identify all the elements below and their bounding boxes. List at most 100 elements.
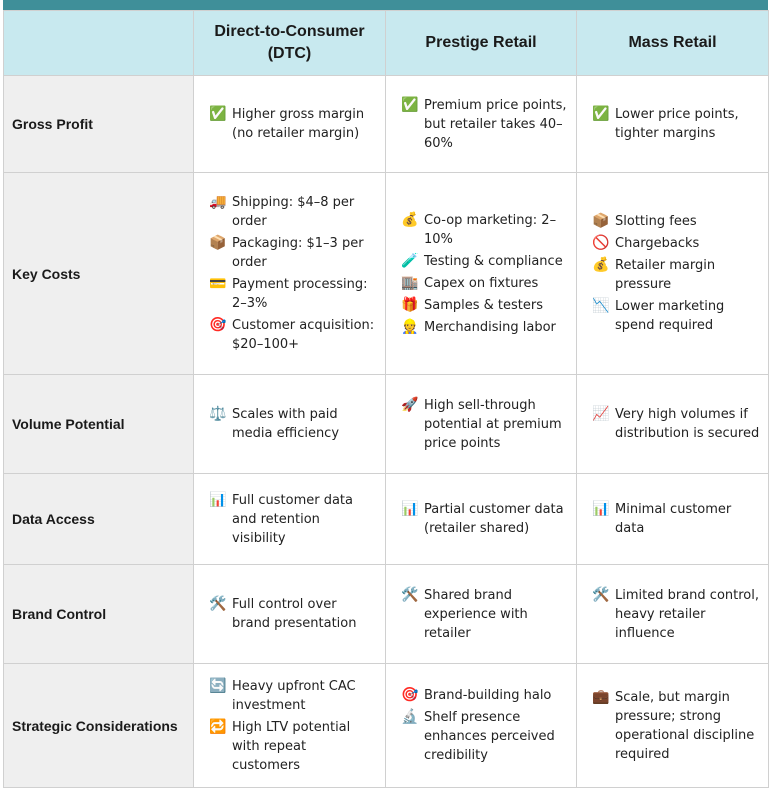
item-text: High sell-through potential at premium p… [424, 397, 562, 451]
item-text: Lower price points, tighter margins [615, 107, 739, 141]
list-item: 📊 Minimal customer data [591, 500, 760, 538]
repeat-icon: 🔁 [209, 718, 227, 735]
list-item: 💰 Retailer margin pressure [591, 256, 760, 294]
cell-item-list: 🔄 Heavy upfront CAC investment 🔁 High LTV p… [208, 677, 377, 775]
cell-item-list: ✅ Lower price points, tighter margins [591, 105, 760, 143]
cell-dtc: 🔄 Heavy upfront CAC investment 🔁 High LTV p… [193, 663, 386, 788]
item-text: Merchandising labor [424, 319, 556, 335]
cell-item-list: ✅ Higher gross margin (no retailer margin… [208, 105, 377, 143]
list-item: 🎁 Samples & testers [400, 296, 568, 315]
item-text: Testing & compliance [424, 253, 563, 269]
item-text: Minimal customer data [615, 502, 732, 536]
list-item: 🎯 Customer acquisition: $20–100+ [208, 316, 377, 354]
item-text: Heavy upfront CAC investment [232, 678, 356, 713]
table-row: Volume Potential ⚖️ Scales with paid media… [3, 374, 769, 474]
item-text: Capex on fixtures [424, 275, 539, 291]
rocket-icon: 🚀 [401, 396, 419, 413]
worker-icon: 👷 [401, 318, 419, 335]
chart-up-icon: 📈 [592, 406, 610, 422]
cell-dtc: 📊 Full customer data and retention visibi… [193, 473, 386, 565]
list-item: 🎯 Brand-building halo [400, 686, 568, 705]
list-item: 🛠️ Full control over brand presentation [208, 595, 377, 633]
briefcase-icon: 💼 [592, 688, 610, 705]
list-item: ⚖️ Scales with paid media efficiency [208, 405, 377, 443]
channel-comparison-table: Direct-to-Consumer (DTC) Prestige Retail… [3, 10, 769, 788]
cell-item-list: ⚖️ Scales with paid media efficiency [208, 405, 377, 443]
row-header: Key Costs [3, 172, 194, 375]
row-header: Brand Control [3, 564, 194, 664]
item-text: Shared brand experience with retailer [424, 587, 528, 641]
column-header-dtc: Direct-to-Consumer (DTC) [193, 10, 386, 76]
item-text: Slotting fees [615, 214, 697, 229]
item-text: Shelf presence enhances perceived credib… [424, 710, 555, 763]
cell-prestige: 🎯 Brand-building halo 🔬 Shelf presence enha… [385, 663, 577, 788]
bar-chart-icon: 📊 [592, 501, 610, 517]
credit-card-icon: 💳 [209, 276, 227, 292]
list-item: 🛠️ Limited brand control, heavy retailer … [591, 586, 760, 643]
cell-mass: 🛠️ Limited brand control, heavy retailer … [576, 564, 769, 664]
list-item: 💼 Scale, but margin pressure; strong oper… [591, 688, 760, 764]
list-item: 🚀 High sell-through potential at premium … [400, 396, 568, 453]
cell-item-list: 📊 Full customer data and retention visibi… [208, 491, 377, 548]
tools-icon: 🛠️ [592, 586, 610, 603]
list-item: 💳 Payment processing: 2–3% [208, 275, 377, 313]
cell-item-list: 🚚 Shipping: $4–8 per order 📦 Packaging: $1–… [208, 193, 377, 354]
cell-item-list: 🛠️ Shared brand experience with retailer [400, 586, 568, 643]
table-row: Data Access 📊 Full customer data and reten… [3, 473, 769, 565]
item-text: Retailer margin pressure [615, 258, 716, 292]
column-header-prestige: Prestige Retail [385, 10, 577, 76]
cell-item-list: 🛠️ Limited brand control, heavy retailer … [591, 586, 760, 643]
store-icon: 🏬 [401, 274, 419, 291]
cell-item-list: 📊 Minimal customer data [591, 500, 760, 538]
item-text: Packaging: $1–3 per order [232, 236, 364, 270]
list-item: 🏬 Capex on fixtures [400, 274, 568, 293]
list-item: 📉 Lower marketing spend required [591, 297, 760, 335]
item-text: Premium price points, but retailer takes… [424, 97, 567, 151]
check-icon: ✅ [209, 106, 227, 122]
comparison-page: Direct-to-Consumer (DTC) Prestige Retail… [3, 0, 769, 788]
cell-item-list: ✅ Premium price points, but retailer take… [400, 96, 568, 153]
cell-mass: 💼 Scale, but margin pressure; strong oper… [576, 663, 769, 788]
gift-icon: 🎁 [401, 296, 419, 313]
list-item: 🚚 Shipping: $4–8 per order [208, 193, 377, 231]
cell-prestige: 🛠️ Shared brand experience with retailer [385, 564, 577, 664]
table-row: Gross Profit ✅ Higher gross margin (no ret… [3, 75, 769, 173]
cell-item-list: 🛠️ Full control over brand presentation [208, 595, 377, 633]
list-item: 💰 Co-op marketing: 2–10% [400, 211, 568, 249]
item-text: Customer acquisition: $20–100+ [232, 318, 375, 352]
cell-item-list: 📊 Partial customer data (retailer shared) [400, 500, 568, 538]
cell-dtc: ⚖️ Scales with paid media efficiency [193, 374, 386, 474]
item-text: Payment processing: 2–3% [232, 277, 368, 311]
item-text: Scales with paid media efficiency [232, 407, 340, 441]
item-text: Scale, but margin pressure; strong opera… [615, 689, 755, 762]
table-row: Strategic Considerations 🔄 Heavy upfront C… [3, 663, 769, 788]
list-item: 📦 Packaging: $1–3 per order [208, 234, 377, 272]
list-item: ✅ Premium price points, but retailer take… [400, 96, 568, 153]
money-bag-icon: 💰 [401, 211, 419, 228]
cell-prestige: 💰 Co-op marketing: 2–10% 🧪 Testing & compli… [385, 172, 577, 375]
item-text: Full control over brand presentation [232, 597, 357, 631]
target-icon: 🎯 [209, 317, 227, 333]
list-item: 📦 Slotting fees [591, 212, 760, 231]
cell-item-list: 💼 Scale, but margin pressure; strong oper… [591, 688, 760, 764]
item-text: Samples & testers [424, 297, 543, 313]
cell-item-list: 📈 Very high volumes if distribution is se… [591, 405, 760, 443]
list-item: 📈 Very high volumes if distribution is se… [591, 405, 760, 443]
cell-mass: ✅ Lower price points, tighter margins [576, 75, 769, 173]
item-text: Higher gross margin (no retailer margin) [232, 107, 365, 141]
bar-chart-icon: 📊 [209, 491, 227, 508]
item-text: Co-op marketing: 2–10% [424, 212, 557, 247]
check-icon: ✅ [592, 106, 610, 122]
row-header: Volume Potential [3, 374, 194, 474]
row-header: Strategic Considerations [3, 663, 194, 788]
cell-item-list: 📦 Slotting fees 🚫 Chargebacks 💰 Retailer marg… [591, 212, 760, 335]
item-text: Shipping: $4–8 per order [232, 195, 355, 229]
cell-mass: 📦 Slotting fees 🚫 Chargebacks 💰 Retailer marg… [576, 172, 769, 375]
row-header: Gross Profit [3, 75, 194, 173]
cell-mass: 📊 Minimal customer data [576, 473, 769, 565]
cell-mass: 📈 Very high volumes if distribution is se… [576, 374, 769, 474]
cell-dtc: ✅ Higher gross margin (no retailer margin… [193, 75, 386, 173]
header-row: Direct-to-Consumer (DTC) Prestige Retail… [3, 10, 769, 76]
item-text: Full customer data and retention visibil… [232, 492, 353, 546]
item-text: Chargebacks [615, 236, 700, 251]
